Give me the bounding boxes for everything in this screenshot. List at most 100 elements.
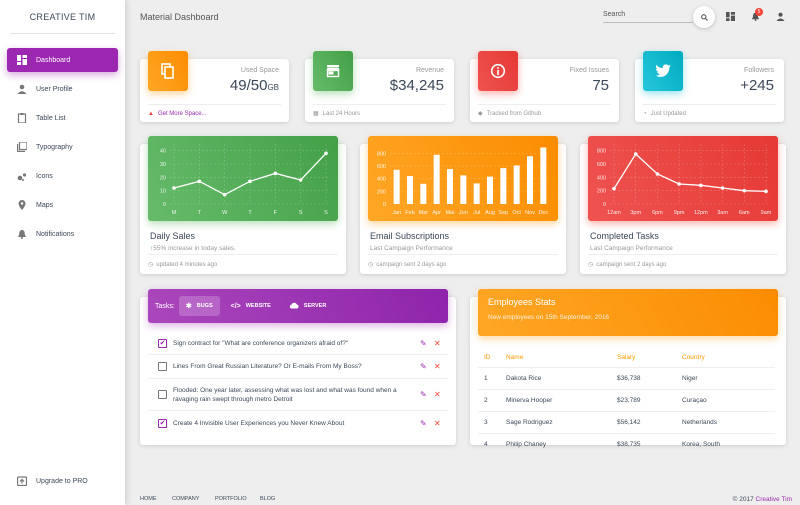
task-checkbox[interactable]: ✔: [158, 338, 167, 348]
x-tick-label: Dec: [538, 210, 548, 216]
bar: [447, 169, 453, 204]
cell-country: Netherlands: [682, 411, 775, 434]
sidebar-item-notifications[interactable]: Notifications: [7, 222, 118, 246]
footer-link-company[interactable]: COMPANY: [172, 496, 200, 502]
bar: [393, 169, 400, 204]
x-tick-label: S: [299, 210, 303, 216]
footer-link-home[interactable]: HOME: [140, 496, 157, 502]
sidebar-item-typography[interactable]: Typography: [7, 135, 118, 159]
edit-icon[interactable]: ✎: [420, 390, 427, 399]
close-icon[interactable]: ✕: [434, 390, 441, 399]
sidebar-item-dashboard[interactable]: Dashboard: [7, 48, 118, 72]
data-point: [612, 186, 616, 191]
sidebar-item-icons[interactable]: Icons: [7, 164, 118, 188]
column-header: ID: [478, 349, 506, 368]
x-tick-label: 12pm: [694, 210, 708, 216]
y-tick-label: 200: [597, 189, 606, 195]
close-icon[interactable]: ✕: [434, 338, 441, 348]
edit-icon[interactable]: ✎: [420, 338, 427, 348]
bar: [540, 147, 547, 204]
cell-salary: $56,142: [617, 411, 682, 434]
person-icon[interactable]: [775, 11, 785, 21]
x-tick-label: Oct: [512, 210, 521, 216]
search-button[interactable]: [693, 6, 715, 28]
chart-footer: ◷ campaign sent 2 days ago: [588, 254, 778, 274]
stat-card-followers: Followers +245 ◔ Just Updated: [635, 51, 784, 122]
chart-title: Completed Tasks: [590, 231, 659, 241]
bar: [407, 176, 413, 204]
x-tick-label: 9pm: [674, 210, 685, 216]
cloud-icon: [289, 302, 299, 311]
creative-tim-link[interactable]: Creative Tim: [755, 496, 792, 503]
task-checkbox[interactable]: [158, 390, 167, 399]
employees-stats-header: Employees Stats New employees on 15th Se…: [478, 289, 778, 336]
footer: HOME COMPANY PORTFOLIO BLOG © 2017 Creat…: [125, 488, 800, 505]
sidebar-item-user-profile[interactable]: User Profile: [7, 77, 118, 101]
arrow-up-icon: ↑: [150, 245, 154, 252]
bar: [487, 176, 493, 204]
upgrade-label: Upgrade to PRO: [36, 477, 88, 485]
cell-id: 2: [478, 389, 506, 412]
bell-icon: [17, 229, 27, 239]
unarchive-icon: [17, 476, 27, 486]
close-icon[interactable]: ✕: [434, 362, 441, 371]
employees-subtitle: New employees on 15th September, 2016: [488, 314, 610, 321]
footer-link-portfolio[interactable]: PORTFOLIO: [215, 496, 247, 502]
task-row: ✔ Sign contract for "What are conference…: [148, 332, 448, 355]
upgrade-to-pro-link[interactable]: Upgrade to PRO: [7, 471, 118, 491]
info-icon: [478, 51, 518, 91]
chart-subtitle: Last Campaign Performance: [370, 245, 453, 252]
x-tick-label: Jan: [392, 210, 401, 216]
chart-footer: ◷ campaign sent 2 days ago: [368, 254, 558, 274]
page-title: Material Dashboard: [140, 12, 219, 22]
edit-icon[interactable]: ✎: [420, 418, 427, 428]
y-tick-label: 600: [377, 164, 386, 170]
task-checkbox[interactable]: [158, 362, 167, 371]
data-point: [298, 178, 303, 182]
tab-website[interactable]: </> WEBSITE: [230, 302, 271, 310]
bar: [513, 165, 520, 204]
stat-footer: ▲ Get More Space...: [148, 104, 281, 122]
tab-server[interactable]: SERVER: [282, 296, 334, 316]
bar: [460, 175, 467, 204]
dashboard-icon: [17, 55, 27, 65]
store-icon: [313, 51, 353, 91]
bar: [500, 168, 507, 204]
x-tick-label: T: [198, 210, 202, 216]
email-subscriptions-chart-svg: 0 200 400 600 800 Jan Feb Mar Apr Mai Jun Jul Aug Sep…: [377, 147, 550, 216]
stat-category: Followers: [744, 67, 774, 74]
task-checkbox[interactable]: ✔: [158, 418, 167, 428]
cell-country: Niger: [682, 367, 775, 390]
cell-id: 3: [478, 411, 506, 434]
sidebar-nav: Dashboard User Profile Table List Typogr…: [0, 48, 125, 246]
tab-bugs[interactable]: ✱ BUGS: [178, 296, 220, 316]
series-line: [613, 152, 767, 192]
clock-icon: ◷: [148, 262, 154, 268]
stat-footer: ◆ Tracked from Github: [478, 104, 611, 122]
tasks-card: Tasks: ✱ BUGS </> WEBSITE SERVER ✔ Sign co…: [140, 289, 456, 445]
sidebar-item-table-list[interactable]: Table List: [7, 106, 118, 130]
get-more-space-link[interactable]: Get More Space...: [157, 110, 207, 117]
y-tick-label: 30: [160, 162, 166, 168]
task-text: Create 4 Invisible User Experiences you …: [173, 419, 345, 427]
sidebar-item-label: Dashboard: [36, 56, 71, 64]
close-icon[interactable]: ✕: [434, 418, 441, 428]
table-row: 3 Sage Rodriguez $56,142 Netherlands: [478, 411, 775, 434]
sidebar-item-maps[interactable]: Maps: [7, 193, 118, 217]
stat-card-revenue: Revenue $34,245 ▦ Last 24 Hours: [305, 51, 454, 122]
edit-icon[interactable]: ✎: [420, 362, 427, 371]
copyright: © 2017 Creative Tim: [732, 496, 792, 503]
stat-category: Revenue: [415, 67, 444, 74]
task-text: Flooded: One year later, assessing what …: [173, 386, 397, 403]
person-icon: [17, 84, 27, 94]
dashboard-icon[interactable]: [725, 11, 735, 21]
sidebar-item-label: Maps: [36, 201, 54, 209]
search-input[interactable]: Search: [603, 10, 693, 23]
sidebar-item-label: Notifications: [36, 230, 75, 238]
stat-value: $34,245: [389, 77, 444, 94]
stat-footer: ▦ Last 24 Hours: [313, 104, 446, 122]
y-tick-label: 800: [597, 149, 606, 155]
brand-logo[interactable]: CREATIVE TIM: [10, 0, 115, 34]
footer-link-blog[interactable]: BLOG: [260, 496, 276, 502]
y-tick-label: 0: [383, 202, 386, 208]
